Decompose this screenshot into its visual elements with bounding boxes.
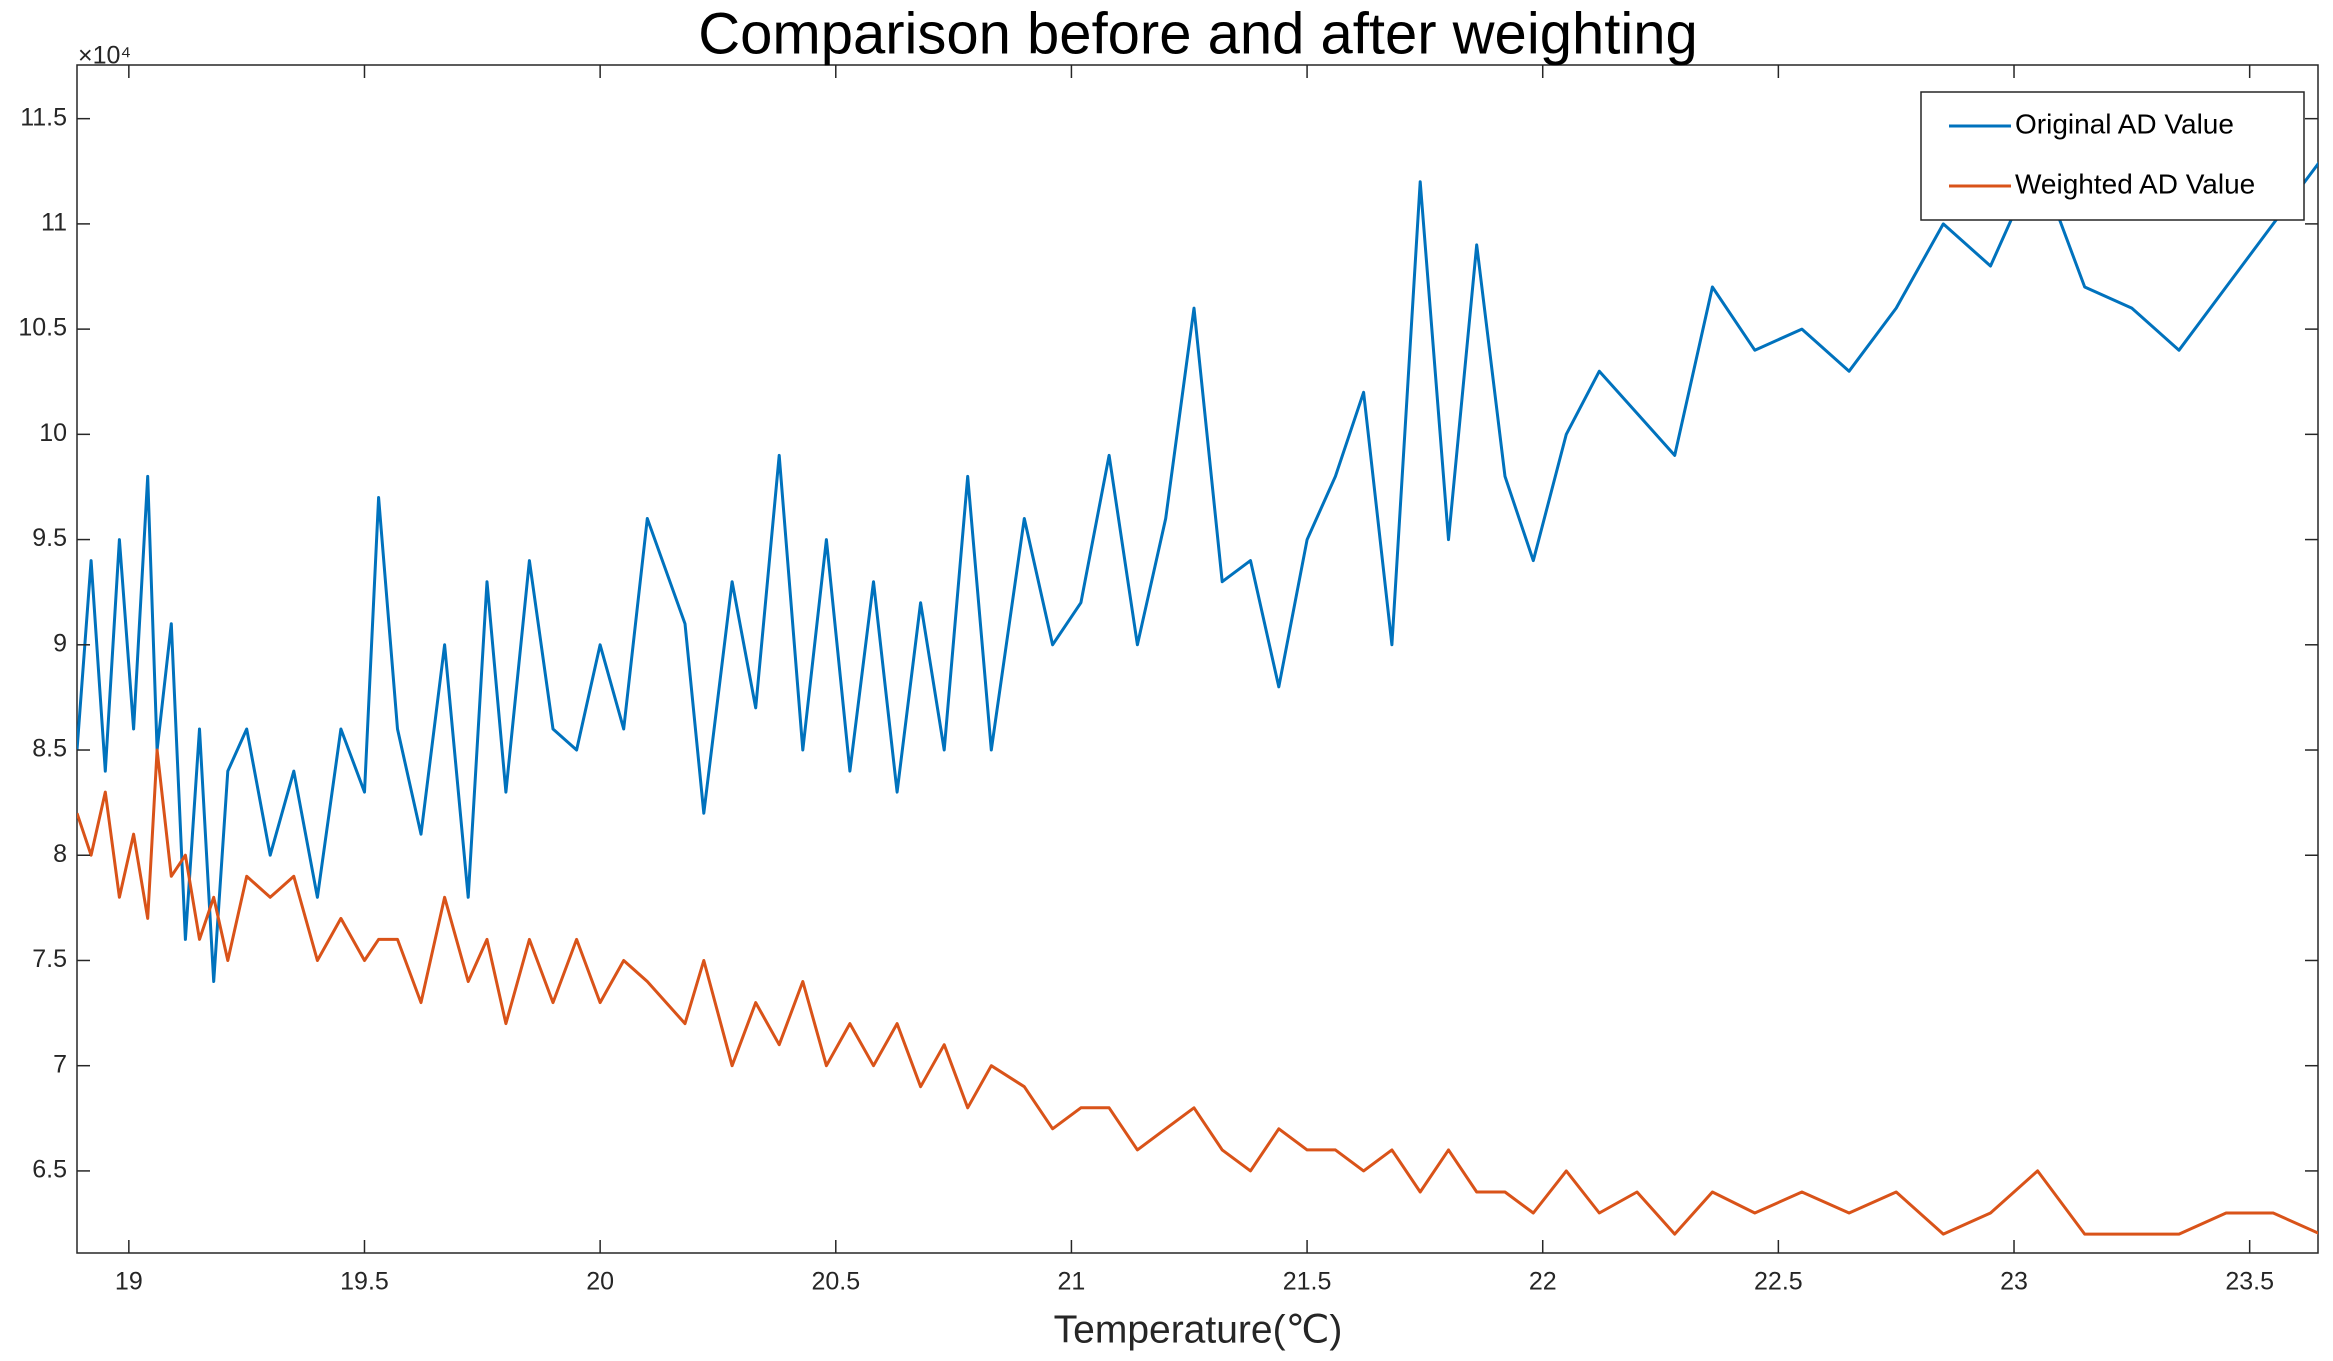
y-tick-label: 10.5: [18, 314, 67, 342]
x-tick-label: 20.5: [811, 1268, 860, 1296]
x-tick-label: 23: [2000, 1268, 2028, 1296]
y-tick-label: 6.5: [32, 1156, 67, 1184]
x-tick-label: 19.5: [340, 1268, 389, 1296]
x-tick-label: 21: [1058, 1268, 1086, 1296]
y-tick-label: 11.5: [20, 103, 67, 131]
legend-label: Weighted AD Value: [2015, 168, 2255, 199]
x-tick-label: 22.5: [1754, 1268, 1803, 1296]
x-tick-label: 22: [1529, 1268, 1557, 1296]
x-tick-label: 21.5: [1283, 1268, 1332, 1296]
y-exponent-label: ×10⁴: [78, 42, 131, 70]
plot-area: [76, 64, 2319, 1254]
y-tick-label: 8.5: [32, 735, 67, 763]
y-tick-label: 9: [53, 629, 67, 657]
chart-title: Comparison before and after weighting: [698, 1, 1697, 66]
legend-label: Original AD Value: [2015, 108, 2234, 139]
series-layer: [77, 159, 2318, 1236]
y-tick-label: 10: [39, 419, 67, 447]
series-line: [77, 748, 2318, 1236]
x-tick-label: 19: [115, 1268, 143, 1296]
y-tick-label: 7: [53, 1050, 67, 1078]
x-axis-label: Temperature(℃): [1054, 1308, 1343, 1351]
y-tick-label: 9.5: [32, 524, 67, 552]
y-tick-label: 7.5: [32, 945, 67, 973]
x-tick-label: 23.5: [2225, 1268, 2274, 1296]
x-tick-label: 20: [586, 1268, 614, 1296]
series-line: [77, 159, 2318, 983]
y-tick-label: 8: [53, 840, 67, 868]
y-tick-label: 11: [41, 209, 67, 237]
legend-box: [1920, 91, 2305, 221]
